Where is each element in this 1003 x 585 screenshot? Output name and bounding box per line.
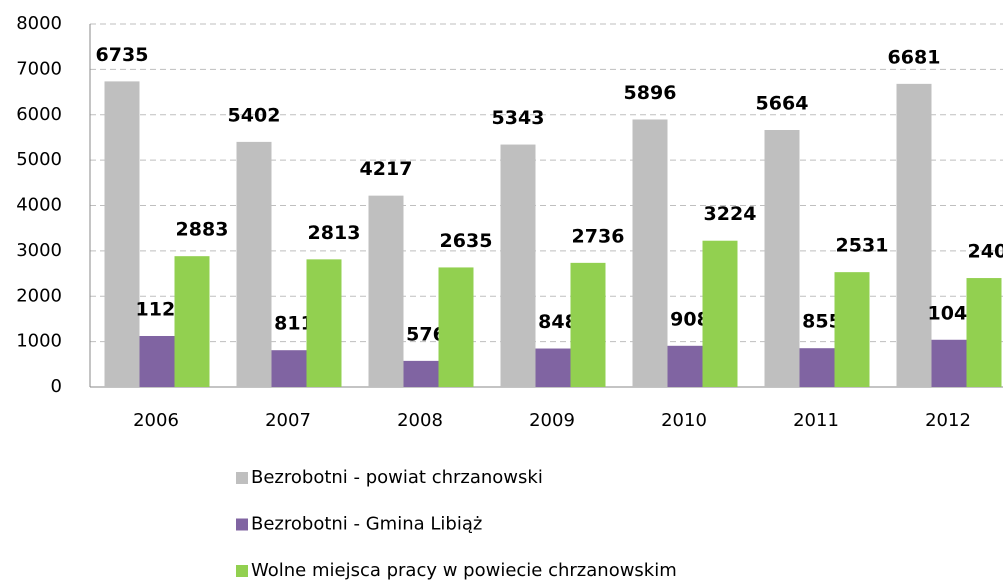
- legend-swatch: [236, 565, 248, 577]
- bar: [535, 348, 571, 387]
- bar: [368, 195, 404, 387]
- y-tick-label: 4000: [16, 195, 62, 216]
- x-tick-label: 2012: [925, 410, 971, 431]
- legend-label: Wolne miejsca pracy w powiecie chrzanows…: [251, 560, 677, 581]
- y-tick-label: 8000: [16, 13, 62, 34]
- data-label: 6681: [888, 46, 941, 68]
- x-tick-label: 2011: [793, 410, 839, 431]
- x-tick-label: 2010: [661, 410, 707, 431]
- data-label: 5343: [492, 107, 545, 129]
- bar: [104, 81, 140, 387]
- data-label: 3224: [704, 203, 757, 225]
- data-label: 2813: [308, 222, 361, 244]
- bar: [236, 141, 272, 387]
- data-label: 2531: [836, 235, 889, 257]
- y-tick-label: 2000: [16, 285, 62, 306]
- bar: [896, 83, 932, 388]
- data-label: 2401: [968, 241, 1003, 263]
- y-tick-label: 5000: [16, 149, 62, 170]
- bar: [271, 350, 307, 387]
- bar: [632, 119, 668, 388]
- bar: [403, 360, 439, 387]
- y-tick-label: 7000: [16, 58, 62, 79]
- bar: [174, 256, 210, 387]
- data-label: 6735: [96, 44, 149, 66]
- y-tick-label: 3000: [16, 240, 62, 261]
- data-label: 2635: [440, 230, 493, 252]
- bar: [306, 259, 342, 387]
- data-label: 5402: [228, 104, 281, 126]
- legend-swatch: [236, 518, 248, 531]
- data-label: 576: [406, 323, 446, 345]
- bar: [799, 348, 835, 387]
- data-label: 5896: [624, 82, 677, 104]
- bar: [966, 278, 1002, 387]
- y-tick-label: 0: [51, 376, 62, 397]
- legend-label: Bezrobotni - Gmina Libiąż: [251, 514, 482, 535]
- x-tick-label: 2007: [265, 410, 311, 431]
- bar: [702, 240, 738, 387]
- x-tick-label: 2006: [133, 410, 179, 431]
- data-label: 908: [670, 308, 710, 330]
- bar: [834, 272, 870, 387]
- data-label: 855: [802, 311, 842, 333]
- bar: [139, 335, 175, 387]
- bar: [667, 345, 703, 387]
- x-tick-label: 2009: [529, 410, 575, 431]
- data-label: 2736: [572, 225, 625, 247]
- data-label: 5664: [756, 92, 809, 114]
- bar: [570, 262, 606, 387]
- bar: [500, 144, 536, 387]
- bar: [438, 267, 474, 387]
- x-tick-label: 2008: [397, 410, 443, 431]
- legend-swatch: [236, 472, 248, 484]
- y-tick-label: 6000: [16, 104, 62, 125]
- data-label: 811: [274, 313, 314, 335]
- bar: [764, 129, 800, 387]
- bar: [931, 339, 967, 387]
- data-label: 4217: [360, 158, 413, 180]
- y-tick-label: 1000: [16, 331, 62, 352]
- legend-label: Bezrobotni - powiat chrzanowski: [251, 467, 543, 488]
- data-label: 2883: [176, 219, 229, 241]
- data-label: 848: [538, 311, 578, 333]
